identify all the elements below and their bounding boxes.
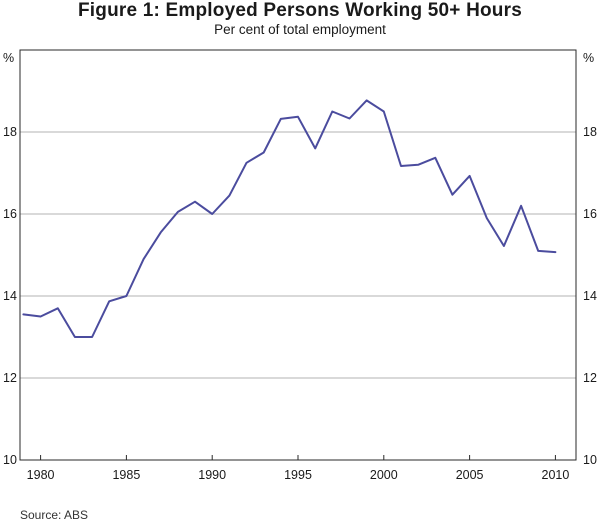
series-line [22, 99, 557, 338]
source-note: Source: ABS [20, 508, 89, 522]
x-tick-label: 1985 [112, 468, 140, 482]
y-tick-label-right: 18 [583, 125, 597, 139]
y-axis-unit-right: % [583, 51, 594, 65]
y-tick-label-left: 10 [3, 453, 17, 467]
x-tick-label: 2000 [370, 468, 398, 482]
grid-lines [20, 131, 576, 379]
y-tick-label-right: 12 [583, 371, 597, 385]
x-tick-label: 1990 [198, 468, 226, 482]
y-tick-label-right: 16 [583, 207, 597, 221]
series-layer [22, 99, 557, 338]
tick-labels: 10 10 12 12 14 14 16 16 18 18 1980 1985 1990 1995 2000… [3, 125, 597, 482]
x-tick-label: 1980 [27, 468, 55, 482]
y-tick-label-left: 18 [3, 125, 17, 139]
x-tick-label: 2010 [542, 468, 570, 482]
y-tick-label-left: 16 [3, 207, 17, 221]
chart-subtitle: Per cent of total employment [214, 22, 386, 37]
x-tick-label: 2005 [456, 468, 484, 482]
y-tick-label-left: 14 [3, 289, 17, 303]
plot-frame [19, 49, 577, 461]
y-axis-unit-left: % [3, 51, 14, 65]
chart-title: Figure 1: Employed Persons Working 50+ H… [78, 0, 522, 21]
y-tick-label-right: 14 [583, 289, 597, 303]
y-tick-label-left: 12 [3, 371, 17, 385]
x-tick-label: 1995 [284, 468, 312, 482]
y-tick-label-right: 10 [583, 453, 597, 467]
